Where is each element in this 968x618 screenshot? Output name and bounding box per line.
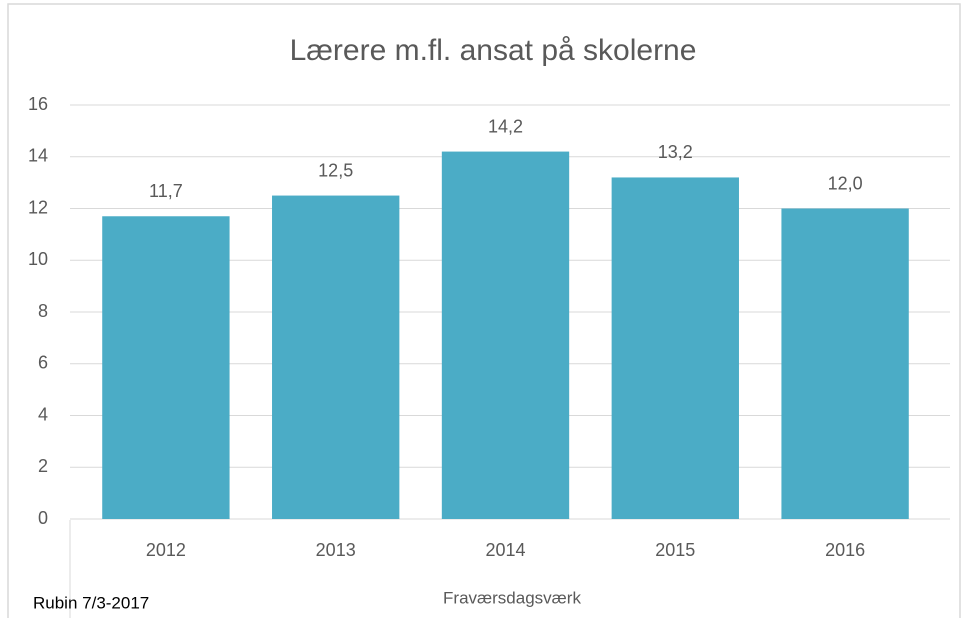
data-label: 12,5	[318, 160, 353, 180]
y-tick-label: 8	[38, 301, 48, 321]
y-tick-label: 0	[38, 508, 48, 528]
x-tick-label: 2012	[146, 540, 186, 560]
y-tick-label: 16	[28, 94, 48, 114]
data-label: 13,2	[658, 142, 693, 162]
y-tick-label: 12	[28, 197, 48, 217]
data-label: 11,7	[149, 181, 183, 201]
bar	[611, 177, 739, 519]
y-tick-label: 14	[28, 146, 48, 166]
y-tick-label: 6	[38, 353, 48, 373]
x-tick-label: 2015	[655, 540, 695, 560]
y-tick-label: 2	[38, 456, 48, 476]
annotation: Rubin 7/3-2017	[33, 593, 149, 612]
chart-title: Lærere m.fl. ansat på skolerne	[290, 34, 697, 67]
y-tick-label: 4	[38, 404, 48, 424]
y-tick-label: 10	[28, 249, 48, 269]
data-label: 14,2	[488, 116, 523, 136]
bar	[441, 151, 570, 519]
bar	[272, 195, 400, 519]
bar	[102, 216, 230, 519]
data-label: 12,0	[828, 173, 863, 193]
x-tick-label: 2014	[485, 540, 525, 560]
x-axis-title: Fraværsdagsværk	[443, 588, 581, 607]
x-tick-label: 2013	[316, 540, 356, 560]
bar	[781, 208, 909, 519]
x-tick-label: 2016	[825, 540, 865, 560]
